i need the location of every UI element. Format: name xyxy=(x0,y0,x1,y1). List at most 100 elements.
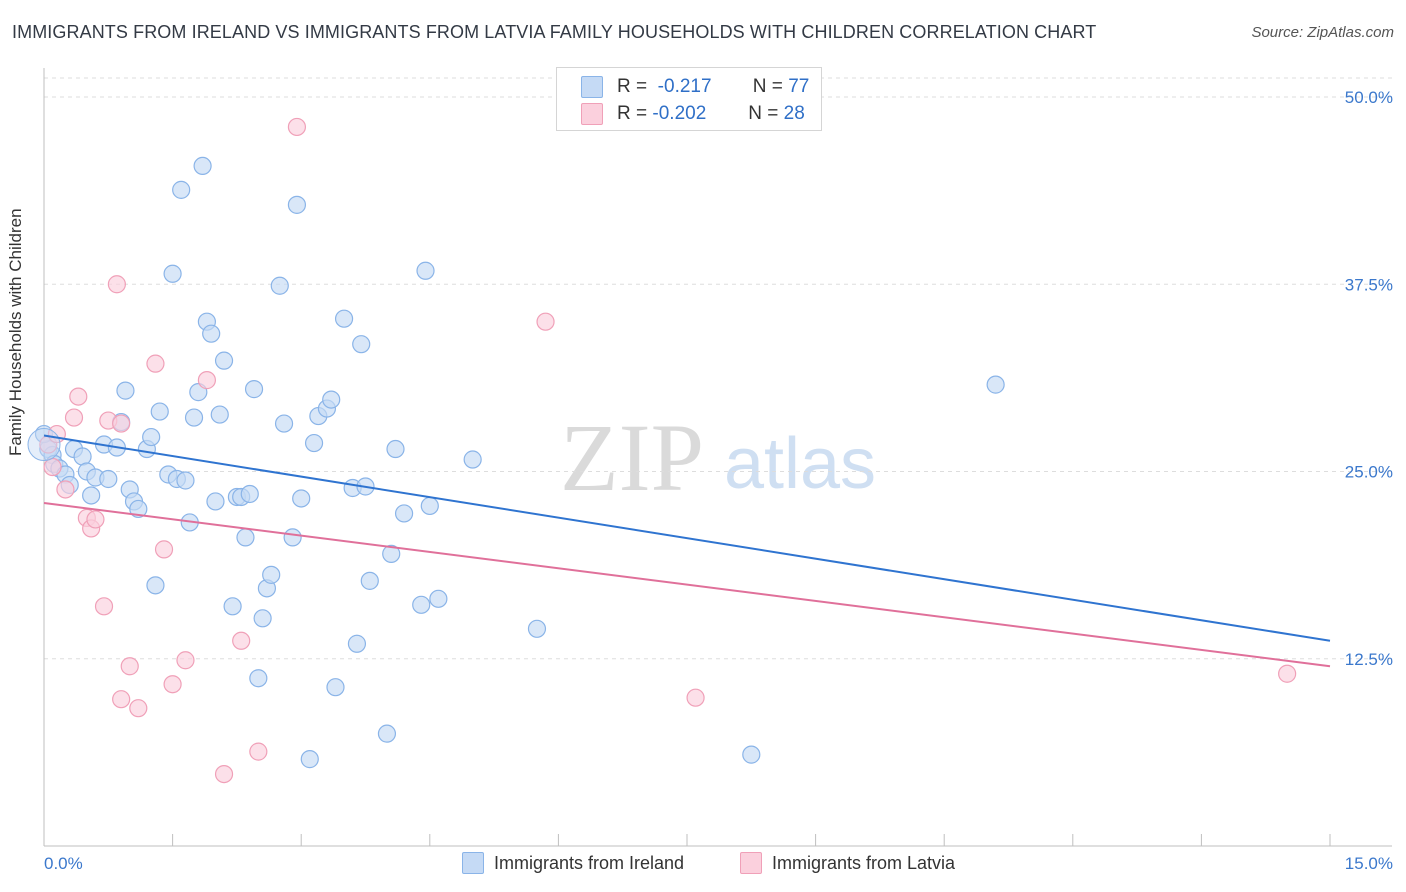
latvia-point xyxy=(120,657,139,676)
ireland-point xyxy=(986,375,1005,394)
latvia-point xyxy=(129,699,148,718)
latvia-point xyxy=(43,457,62,477)
latvia-point xyxy=(64,408,84,427)
latvia-point xyxy=(69,387,88,406)
r-value-ireland: -0.217 xyxy=(657,76,712,97)
ireland-point xyxy=(412,595,431,614)
ireland-point xyxy=(742,745,761,764)
ireland-point xyxy=(27,428,61,462)
latvia-point xyxy=(197,371,216,390)
latvia-point xyxy=(1278,664,1297,683)
ireland-point xyxy=(193,156,212,176)
ireland-point xyxy=(429,589,448,608)
ireland-trendline xyxy=(43,434,1331,642)
latvia-point xyxy=(107,275,126,294)
n-value-ireland: 77 xyxy=(788,76,810,97)
watermark-atlas: atlas xyxy=(724,424,876,504)
r-value-latvia: -0.202 xyxy=(652,103,707,124)
ireland-point xyxy=(274,414,294,433)
ireland-point xyxy=(420,496,439,516)
n-label: N = xyxy=(748,103,779,124)
ireland-point xyxy=(82,486,101,505)
ireland-point xyxy=(253,609,272,628)
watermark-zip: ZIP xyxy=(560,404,704,511)
x-tick-label: 15.0% xyxy=(1345,854,1393,873)
chart-title: IMMIGRANTS FROM IRELAND VS IMMIGRANTS FR… xyxy=(12,22,1097,42)
ireland-point xyxy=(223,597,242,616)
ireland-point xyxy=(146,576,165,595)
ireland-point xyxy=(382,544,401,563)
x-tick-label: 0.0% xyxy=(44,854,83,873)
ireland-point xyxy=(352,335,371,354)
latvia-point xyxy=(146,354,165,373)
ireland-point xyxy=(283,528,302,547)
n-label: N = xyxy=(752,76,783,97)
latvia-point xyxy=(112,414,131,433)
ireland-point xyxy=(377,724,397,743)
ireland-point xyxy=(184,408,204,427)
latvia-point xyxy=(686,688,705,707)
ireland-point xyxy=(142,427,161,447)
r-label: R = xyxy=(617,76,648,97)
ireland-point xyxy=(206,492,225,511)
y-tick-label: 12.5% xyxy=(1345,650,1393,669)
ireland-point xyxy=(99,469,118,489)
legend-item-ireland: Immigrants from Ireland xyxy=(462,852,684,874)
ireland-point xyxy=(202,324,221,343)
ireland-point xyxy=(300,750,319,769)
latvia-point xyxy=(154,540,174,559)
ireland-point xyxy=(463,450,482,469)
ireland-legend-swatch xyxy=(462,852,484,874)
y-tick-label: 50.0% xyxy=(1345,88,1393,107)
source-label: Source: ZipAtlas.com xyxy=(1251,24,1394,41)
correlation-legend: R = -0.217 N = 77 R = -0.202 N = 28 xyxy=(556,67,822,131)
ireland-point xyxy=(210,405,229,424)
latvia-point xyxy=(94,597,114,616)
latvia-legend-swatch xyxy=(740,852,762,874)
ireland-point xyxy=(240,484,259,504)
ireland-point xyxy=(304,433,324,453)
ireland-point xyxy=(347,634,367,653)
ireland-point xyxy=(394,504,414,523)
legend-row-ireland: R = -0.217 N = 77 xyxy=(581,76,809,98)
ireland-point xyxy=(334,309,354,328)
ireland-point xyxy=(172,180,191,199)
latvia-point xyxy=(86,510,105,529)
ireland-point xyxy=(163,264,182,283)
ireland-point xyxy=(236,528,255,547)
ireland-point xyxy=(386,439,405,459)
r-label: R = xyxy=(617,103,648,124)
ireland-point xyxy=(360,571,379,590)
latvia-swatch xyxy=(581,103,603,125)
latvia-point xyxy=(249,742,268,761)
latvia-point xyxy=(287,117,307,137)
ireland-point xyxy=(116,381,135,400)
ireland-point xyxy=(270,276,289,295)
ireland-point xyxy=(416,261,435,280)
ireland-point xyxy=(214,351,234,370)
ireland-point xyxy=(176,471,195,490)
latvia-point xyxy=(56,480,75,499)
ireland-point xyxy=(73,447,92,466)
latvia-legend-label: Immigrants from Latvia xyxy=(772,852,956,873)
latvia-point xyxy=(176,651,195,670)
ireland-point xyxy=(249,669,268,688)
legend-item-latvia: Immigrants from Latvia xyxy=(740,852,955,874)
latvia-point xyxy=(232,631,251,650)
legend-row-latvia: R = -0.202 N = 28 xyxy=(581,103,805,125)
ireland-point xyxy=(326,678,345,697)
latvia-point xyxy=(214,764,234,784)
latvia-trendline xyxy=(43,501,1331,668)
y-tick-label: 37.5% xyxy=(1345,275,1393,294)
n-value-latvia: 28 xyxy=(783,103,805,124)
ireland-point xyxy=(244,380,264,399)
ireland-point xyxy=(527,619,547,638)
ireland-point xyxy=(287,195,307,214)
y-tick-label: 25.0% xyxy=(1345,463,1393,482)
latvia-point xyxy=(536,312,555,331)
ireland-point xyxy=(150,402,169,421)
ireland-point xyxy=(262,565,281,584)
ireland-point xyxy=(322,390,341,409)
ireland-legend-label: Immigrants from Ireland xyxy=(494,852,685,873)
